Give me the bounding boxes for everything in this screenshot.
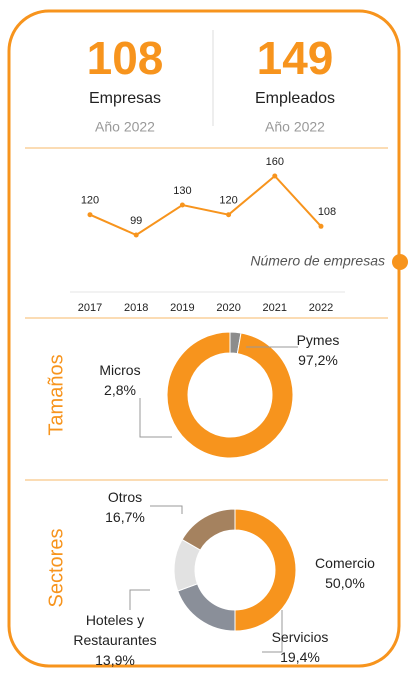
frame [7, 9, 401, 668]
category-label: Micros [99, 362, 141, 378]
data-label: 108 [318, 206, 336, 218]
x-tick-label: 2017 [78, 302, 102, 314]
slice [234, 508, 297, 632]
slice [166, 331, 294, 459]
kpi-year: Año 2022 [95, 119, 155, 135]
point [133, 232, 139, 238]
leader-line [139, 398, 172, 438]
data-label: 160 [266, 156, 284, 168]
category-label: Pymes [296, 332, 340, 348]
slice [177, 583, 236, 632]
data-label: 120 [81, 195, 99, 207]
kpi-label: Empresas [89, 90, 161, 107]
annotation: Número de empresas [250, 253, 385, 269]
data-label: 120 [219, 195, 237, 207]
data-label: 130 [173, 185, 191, 197]
x-tick-label: 2019 [170, 302, 194, 314]
x-tick-label: 2020 [216, 302, 240, 314]
frame-dot [392, 254, 408, 270]
value-label: 97,2% [298, 352, 338, 368]
point [226, 212, 232, 218]
category-label: Servicios [271, 629, 329, 645]
value-label: 16,7% [105, 509, 145, 525]
leader-line [129, 589, 150, 610]
point [87, 212, 93, 218]
point [272, 173, 278, 179]
line [89, 174, 322, 237]
value-label: 50,0% [325, 575, 365, 591]
section-title: Tamaños [45, 354, 67, 435]
x-tick-label: 2021 [263, 302, 287, 314]
slice [181, 508, 236, 551]
value-label: 2,8% [104, 382, 136, 398]
kpi-year: Año 2022 [265, 119, 325, 135]
leader-line [150, 505, 183, 514]
value-label: 19,4% [280, 649, 320, 665]
point [318, 223, 324, 229]
category-label: Hoteles y Restaurantes [73, 612, 157, 648]
kpi-value: 149 [257, 32, 334, 84]
point [179, 202, 185, 208]
data-label: 99 [130, 215, 142, 227]
x-tick-label: 2022 [309, 302, 333, 314]
section-title: Sectores [45, 529, 67, 608]
kpi-value: 108 [87, 32, 164, 84]
category-label: Comercio [315, 555, 375, 571]
category-label: Otros [107, 489, 143, 505]
kpi-label: Empleados [255, 90, 335, 107]
x-tick-label: 2018 [124, 302, 148, 314]
leader-line [262, 610, 283, 653]
value-label: 13,9% [95, 652, 135, 668]
